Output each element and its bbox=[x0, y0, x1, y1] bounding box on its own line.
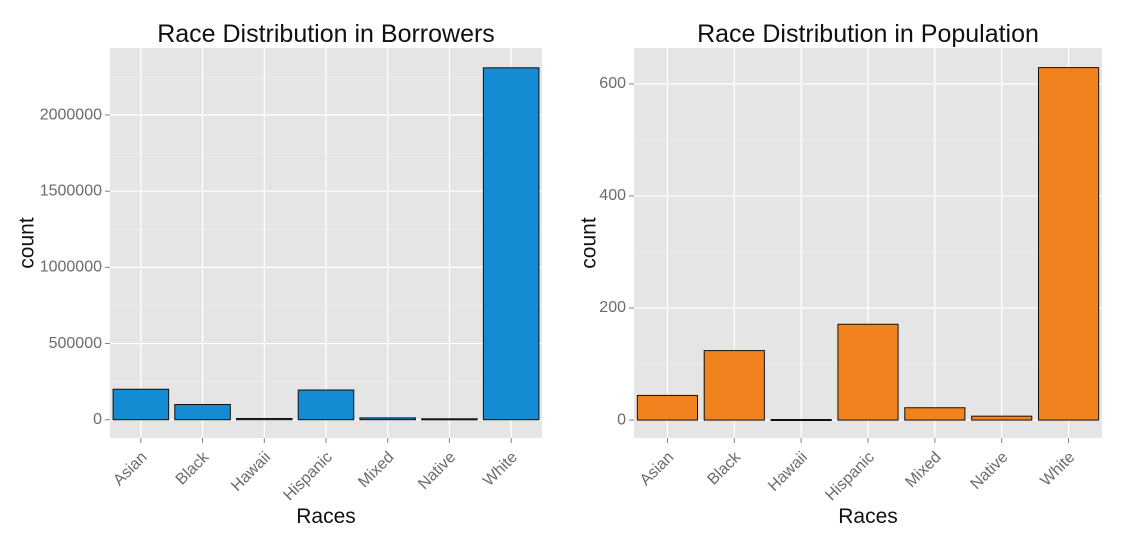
chart-1-y-tick-label: 500000 bbox=[49, 335, 102, 352]
chart-2-bar-hawaii bbox=[770, 419, 832, 422]
chart-2-x-tick-label: Native bbox=[967, 449, 1011, 493]
chart-2-title: Race Distribution in Population bbox=[697, 20, 1039, 48]
chart-1-x-tick-label: Native bbox=[415, 449, 459, 493]
chart-1-x-axis-title: Races bbox=[296, 505, 356, 528]
chart-2-x-tick-label: Black bbox=[704, 448, 744, 488]
chart-1-x-tick-label: Black bbox=[173, 448, 213, 488]
chart-1-x-tick-label: White bbox=[480, 449, 521, 490]
chart-1-bar-asian bbox=[112, 388, 170, 421]
chart-2-y-tick-label: 600 bbox=[599, 75, 626, 92]
chart-2-bar-hispanic bbox=[837, 323, 899, 421]
chart-2-bar-black bbox=[703, 350, 765, 421]
chart-1-y-tick-label: 2000000 bbox=[40, 106, 102, 123]
chart-1-bar-mixed bbox=[359, 417, 416, 421]
chart-2-y-tick-label: 0 bbox=[617, 411, 626, 428]
chart-2-x-axis-title: Races bbox=[838, 505, 898, 528]
chart-1-y-tick-label: 1000000 bbox=[40, 259, 102, 276]
chart-1-title: Race Distribution in Borrowers bbox=[157, 20, 495, 48]
chart-1-y-tick-label: 1500000 bbox=[40, 182, 102, 199]
chart-1-bar-native bbox=[421, 418, 478, 421]
chart-1-bar-white bbox=[482, 67, 540, 421]
chart-2-x-tick-label: White bbox=[1037, 449, 1078, 490]
chart-1-x-tick-label: Hispanic bbox=[280, 449, 335, 504]
chart-2-y-tick-label: 200 bbox=[599, 299, 626, 316]
chart-2-bar-native bbox=[971, 415, 1033, 421]
chart-2-y-axis-title: count bbox=[578, 217, 601, 269]
chart-2-bar-white bbox=[1037, 67, 1100, 421]
chart-1-bar-hawaii bbox=[236, 418, 293, 421]
chart-1-y-axis-title: count bbox=[16, 217, 39, 269]
chart-1-x-tick-label: Asian bbox=[110, 449, 150, 489]
chart-2-x-tick-label: Hispanic bbox=[822, 449, 877, 504]
chart-1-bar-hispanic bbox=[297, 389, 355, 421]
chart-2-bar-asian bbox=[636, 394, 699, 421]
chart-2-y-tick-label: 400 bbox=[599, 187, 626, 204]
chart-1-y-tick-label: 0 bbox=[93, 411, 102, 428]
chart-1-x-tick-label: Hawaii bbox=[228, 449, 274, 495]
chart-2-x-tick-label: Mixed bbox=[902, 449, 944, 491]
chart-1-bar-black bbox=[174, 403, 231, 421]
chart-2-bar-mixed bbox=[904, 407, 966, 421]
chart-1-x-tick-label: Mixed bbox=[355, 449, 397, 491]
chart-2-x-tick-label: Asian bbox=[637, 449, 677, 489]
chart-2-x-tick-label: Hawaii bbox=[765, 449, 811, 495]
